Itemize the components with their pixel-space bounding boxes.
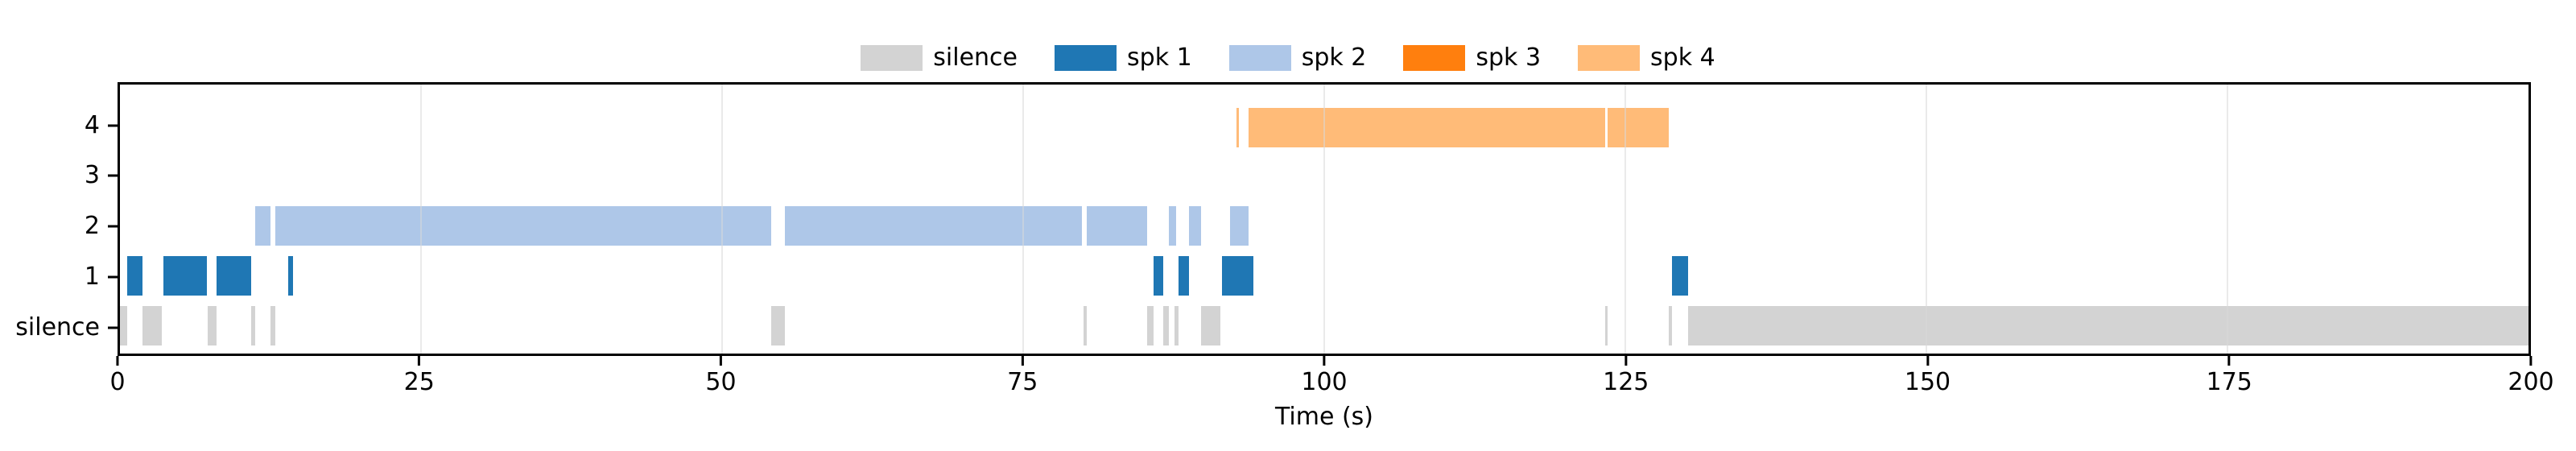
- segment-silence: [1162, 306, 1169, 346]
- y-tick-label-2: 2: [84, 211, 100, 240]
- segment-silence: [1687, 306, 2529, 346]
- y-tick-mark: [108, 275, 118, 279]
- y-axis: 4 3 2 1 silence: [0, 82, 118, 356]
- x-tick-125: 125: [1603, 356, 1649, 395]
- segment-silence: [1083, 306, 1088, 346]
- y-tick-label-3: 3: [84, 160, 100, 189]
- segment-spk-1: [1672, 256, 1688, 296]
- x-tick-mark: [1926, 356, 1929, 366]
- segment-spk-4: [1248, 107, 1605, 147]
- segment-silence: [1668, 306, 1673, 346]
- segment-spk-4: [1236, 107, 1239, 147]
- x-tick-mark: [1624, 356, 1628, 366]
- segment-silence: [1147, 306, 1154, 346]
- x-tick-100: 100: [1301, 356, 1348, 396]
- legend-swatch-icon: [1055, 45, 1117, 71]
- x-tick-label: 150: [1904, 368, 1951, 396]
- x-tick-label: 125: [1603, 368, 1649, 396]
- x-tick-label: 200: [2508, 368, 2554, 396]
- segment-spk-2: [1087, 206, 1148, 246]
- segment-silence: [1174, 306, 1179, 346]
- legend-item-spk-2: spk 2: [1228, 43, 1367, 72]
- bars-layer: [120, 85, 2529, 354]
- segment-silence: [251, 306, 255, 346]
- gridline: [1624, 85, 1626, 354]
- y-tick-label-4: 4: [84, 110, 100, 139]
- x-tick-0: 0: [109, 356, 126, 396]
- x-axis: 0 25 50 75 100 125 150 175 200: [109, 356, 2554, 412]
- y-tick-label-silence: silence: [15, 312, 100, 341]
- segment-spk-1: [126, 256, 143, 296]
- segment-spk-1: [1221, 256, 1253, 296]
- grid-layer: [120, 85, 2529, 354]
- legend-swatch-icon: [1228, 45, 1291, 71]
- legend: silence spk 1 spk 2 spk 3 spk 4: [0, 35, 2576, 81]
- segment-spk-2: [254, 206, 270, 246]
- legend-swatch-icon: [1578, 45, 1641, 71]
- legend-swatch-icon: [1403, 45, 1466, 71]
- legend-item-spk-4: spk 4: [1578, 45, 1715, 71]
- gridline: [1926, 85, 1927, 354]
- x-tick-label: 0: [109, 368, 126, 396]
- segment-spk-1: [1178, 256, 1190, 296]
- legend-swatch-icon: [861, 45, 923, 71]
- x-tick-label: 50: [705, 368, 737, 396]
- y-tick-mark: [108, 174, 118, 177]
- y-tick-mark: [108, 326, 118, 329]
- segment-silence: [1604, 306, 1608, 346]
- segment-spk-1: [216, 256, 252, 296]
- legend-item-silence: silence: [861, 45, 1018, 71]
- segment-silence: [208, 306, 217, 346]
- x-axis-title: Time (s): [1275, 403, 1373, 431]
- legend-item-spk-3: spk 3: [1403, 45, 1541, 71]
- segment-spk-4: [1607, 107, 1669, 147]
- segment-spk-2: [1230, 206, 1249, 246]
- segment-silence: [1201, 306, 1221, 346]
- x-tick-150: 150: [1905, 356, 1951, 395]
- legend-item-spk-1: spk 1: [1055, 45, 1192, 71]
- gridline: [1323, 85, 1325, 354]
- gridline: [721, 85, 723, 354]
- segment-spk-1: [163, 256, 207, 296]
- x-tick-label: 25: [403, 368, 435, 396]
- y-tick-label-1: 1: [84, 262, 100, 291]
- segment-spk-2: [1189, 206, 1202, 246]
- x-tick-75: 75: [1007, 356, 1038, 395]
- segment-silence: [142, 306, 163, 346]
- legend-label: silence: [933, 43, 1018, 72]
- legend-label: spk 3: [1476, 43, 1542, 72]
- x-tick-mark: [1323, 356, 1326, 366]
- segment-spk-2: [784, 206, 1083, 246]
- x-tick-mark: [720, 356, 722, 366]
- segment-silence: [771, 306, 785, 346]
- segment-spk-1: [288, 256, 294, 296]
- y-tick-mark: [108, 124, 118, 127]
- segment-silence: [120, 306, 127, 346]
- gridline: [420, 85, 422, 354]
- x-tick-200: 200: [2508, 356, 2554, 396]
- x-tick-175: 175: [2207, 356, 2252, 395]
- legend-label: spk 2: [1301, 43, 1367, 72]
- x-tick-25: 25: [404, 356, 435, 395]
- segment-spk-1: [1153, 256, 1163, 296]
- x-tick-50: 50: [705, 356, 737, 396]
- x-tick-mark: [2227, 356, 2231, 366]
- x-tick-label: 100: [1301, 368, 1348, 396]
- plot-area: [118, 82, 2531, 356]
- x-tick-mark: [1021, 356, 1024, 366]
- x-tick-label: 175: [2206, 368, 2252, 396]
- legend-label: spk 4: [1650, 43, 1715, 72]
- y-tick-mark: [108, 225, 118, 228]
- segment-spk-2: [275, 206, 772, 246]
- x-tick-mark: [116, 356, 119, 366]
- legend-label: spk 1: [1127, 43, 1192, 72]
- segment-spk-2: [1169, 206, 1176, 246]
- x-tick-label: 75: [1007, 368, 1038, 396]
- x-tick-mark: [418, 356, 421, 366]
- segment-silence: [270, 306, 275, 346]
- x-tick-mark: [2529, 356, 2533, 366]
- gridline: [1022, 85, 1024, 354]
- gridline: [2227, 85, 2228, 354]
